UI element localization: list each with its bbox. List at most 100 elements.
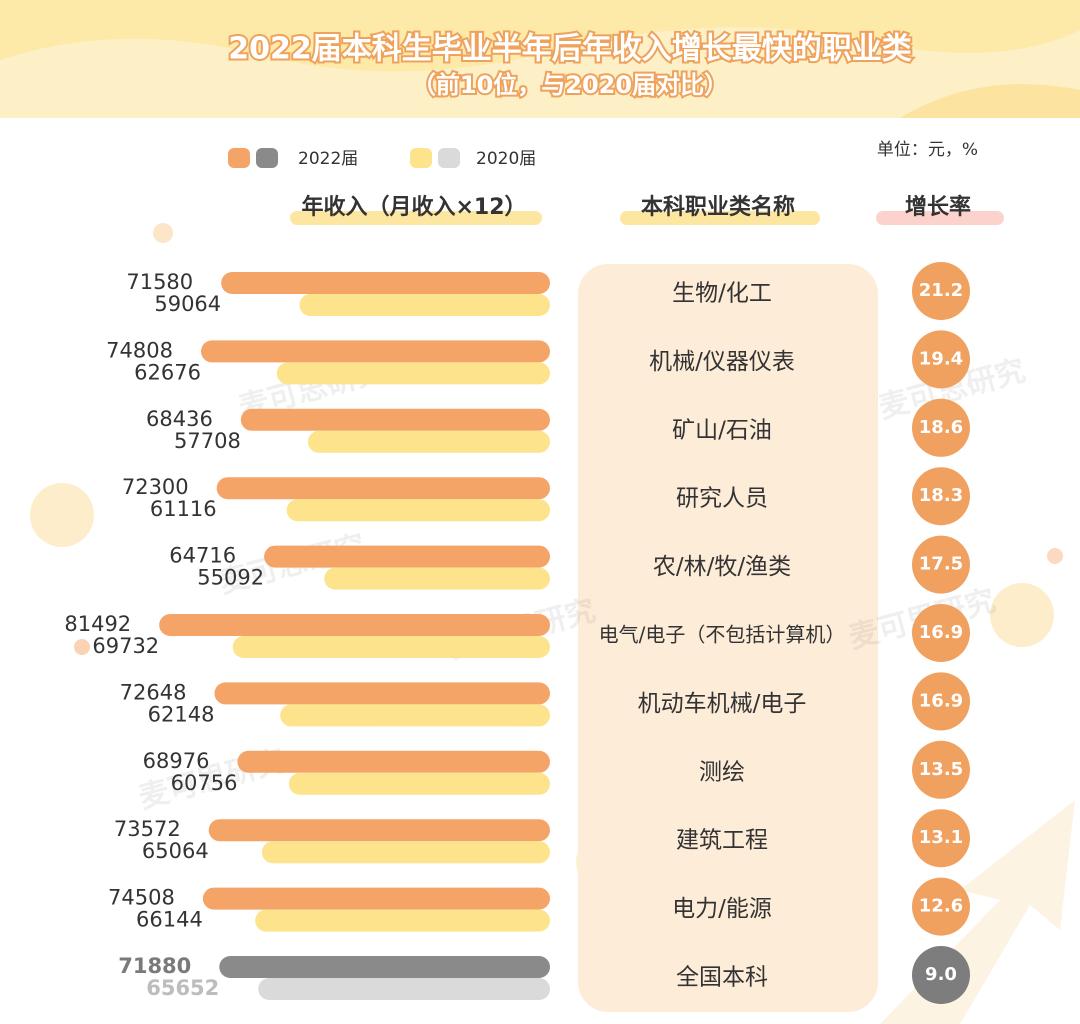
value-label: 74808	[106, 338, 173, 362]
growth-label: 18.3	[919, 485, 963, 506]
bar	[219, 956, 550, 978]
bar	[221, 272, 550, 294]
header-wave	[900, 84, 1080, 118]
bar	[232, 636, 550, 658]
value-label: 62148	[148, 702, 215, 726]
value-label: 68976	[143, 749, 210, 773]
name-panel	[578, 264, 878, 1012]
bar	[255, 909, 551, 932]
value-label: 74508	[108, 886, 175, 910]
bar	[280, 704, 550, 727]
category-label: 全国本科	[676, 965, 768, 991]
decor-dot	[74, 639, 90, 655]
category-label: 建筑工程	[676, 828, 768, 854]
bar	[324, 567, 550, 590]
growth-badge	[912, 740, 970, 799]
growth-label: 13.5	[919, 759, 963, 780]
growth-badge	[912, 877, 970, 936]
header-underline	[620, 211, 820, 225]
header-underline	[290, 211, 542, 225]
unit-label: 单位：元，%	[877, 140, 978, 160]
value-label: 57708	[174, 429, 241, 453]
bar	[237, 750, 551, 773]
value-label: 71880	[118, 954, 191, 978]
bar	[307, 430, 550, 453]
decor-coin	[990, 583, 1054, 647]
bar	[202, 887, 550, 910]
category-label: 机械/仪器仪表	[649, 349, 795, 375]
chart-subtitle: （前10位，与2020届对比）	[412, 71, 728, 99]
bar	[200, 340, 550, 363]
bar	[261, 841, 550, 864]
name-header: 本科职业类名称	[641, 194, 795, 220]
growth-label: 21.2	[919, 280, 963, 301]
value-label: 61116	[150, 497, 217, 521]
value-label: 59064	[154, 292, 221, 316]
category-label: 电力/能源	[672, 896, 772, 922]
growth-label: 18.6	[919, 417, 963, 438]
value-label: 62676	[134, 360, 201, 384]
legend-swatch	[438, 148, 460, 168]
value-label: 64716	[169, 544, 236, 568]
bar	[159, 614, 551, 636]
growth-label: 16.9	[919, 690, 963, 711]
decor-arrow	[880, 800, 1075, 1024]
value-label: 72300	[122, 475, 189, 499]
bar	[216, 477, 550, 500]
decor-dot	[1047, 548, 1063, 564]
category-label: 农/林/牧/渔类	[653, 554, 791, 580]
growth-badge	[912, 398, 970, 457]
value-label: 71580	[126, 270, 193, 294]
growth-badge	[912, 467, 970, 526]
category-label: 研究人员	[676, 486, 768, 512]
growth-label: 16.9	[919, 622, 963, 643]
bar	[258, 978, 550, 1000]
legend-label: 2022届	[298, 149, 358, 169]
bar	[264, 545, 550, 568]
decor-coin	[30, 483, 94, 547]
growth-badge	[912, 330, 970, 389]
value-label: 66144	[136, 908, 203, 932]
legend-label: 2020届	[476, 149, 536, 169]
growth-header: 增长率	[905, 194, 971, 220]
growth-badge	[912, 946, 970, 1004]
header-underline	[876, 211, 1004, 225]
growth-badge	[912, 604, 970, 662]
value-label: 68436	[146, 407, 213, 431]
chart-title: 2022届本科生毕业半年后年收入增长最快的职业类	[228, 32, 912, 67]
value-label: 55092	[197, 566, 264, 590]
value-label: 81492	[64, 612, 131, 636]
growth-badge	[912, 809, 970, 868]
bar	[288, 772, 550, 795]
value-label: 65064	[142, 839, 209, 863]
legend-swatch	[410, 148, 432, 168]
legend-swatch	[256, 148, 278, 168]
income-header: 年收入（月收入×12）	[301, 194, 526, 220]
category-label: 机动车机械/电子	[638, 691, 807, 717]
value-label: 73572	[114, 817, 181, 841]
value-label: 69732	[92, 634, 159, 658]
category-label: 测绘	[699, 759, 745, 785]
growth-label: 13.1	[919, 827, 963, 848]
value-label: 72648	[120, 680, 187, 704]
bar	[240, 408, 550, 431]
decor-dot	[153, 223, 173, 243]
bar	[299, 294, 550, 316]
category-label: 生物/化工	[672, 281, 772, 307]
growth-label: 19.4	[919, 348, 963, 369]
bar	[214, 682, 550, 705]
header-wave	[0, 0, 1080, 72]
value-label: 65652	[146, 976, 219, 1000]
growth-label: 9.0	[925, 964, 957, 985]
growth-badge	[912, 672, 970, 731]
category-label: 矿山/石油	[672, 417, 772, 443]
bar	[208, 819, 551, 842]
category-label: 电气/电子（不包括计算机）	[599, 623, 846, 647]
growth-badge	[912, 535, 970, 594]
growth-label: 17.5	[919, 554, 963, 575]
bar	[276, 362, 550, 385]
bar	[286, 499, 550, 522]
legend-swatch	[228, 148, 250, 168]
growth-label: 12.6	[919, 896, 963, 917]
